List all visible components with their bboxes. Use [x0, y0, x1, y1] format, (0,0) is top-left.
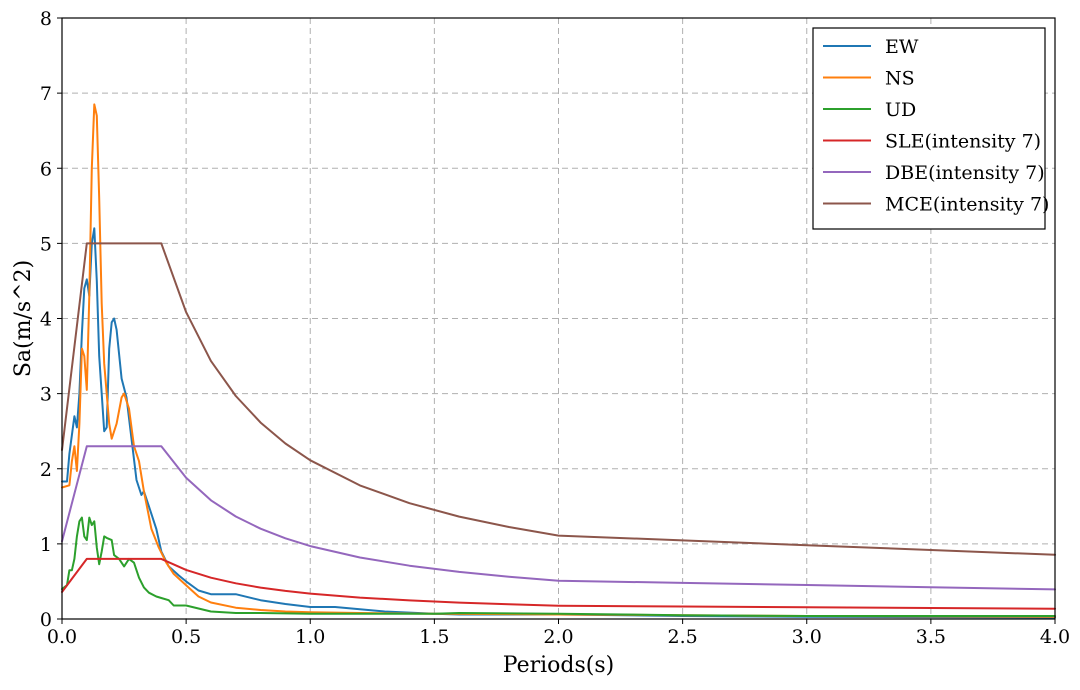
- legend: EW NS UD SLE(intensity 7) DBE(intensity 7) MC…: [812, 27, 1049, 230]
- legend-label: SLE(intensity 7): [885, 131, 1041, 153]
- legend-label: NS: [885, 68, 915, 90]
- series-line-ew: [61, 227, 1056, 619]
- y-tick-label: 7: [40, 83, 52, 105]
- y-axis-ticks: 0 1 2 3 4 5 6 7 8: [40, 8, 62, 631]
- x-tick-label: 4.0: [1040, 626, 1070, 648]
- x-tick-label: 0.5: [171, 626, 201, 648]
- legend-label: DBE(intensity 7): [885, 162, 1045, 184]
- plot-series: [61, 103, 1056, 619]
- legend-box: [812, 27, 1046, 230]
- series-line-mce-intensity-7: [61, 242, 1056, 556]
- y-tick-label: 6: [40, 158, 52, 180]
- series-line-dbe-intensity-7: [61, 445, 1056, 591]
- x-tick-label: 3.5: [916, 626, 946, 648]
- x-axis-ticks: 0.0 0.5 1.0 1.5 2.0 2.5 3.0 3.5 4.0: [47, 619, 1070, 648]
- y-tick-label: 0: [40, 609, 52, 631]
- y-tick-label: 5: [40, 233, 52, 255]
- series-line-sle-intensity-7: [61, 557, 1056, 610]
- y-tick-label: 2: [40, 459, 52, 481]
- x-tick-label: 3.0: [792, 626, 822, 648]
- series-line-ns: [61, 103, 1056, 618]
- y-tick-label: 1: [40, 534, 52, 556]
- legend-label: EW: [885, 36, 919, 58]
- legend-label: MCE(intensity 7): [885, 194, 1049, 216]
- y-tick-label: 3: [40, 384, 52, 406]
- legend-label: UD: [885, 99, 916, 121]
- x-axis-label: Periods(s): [503, 653, 614, 678]
- y-tick-label: 8: [40, 8, 52, 30]
- x-tick-label: 1.0: [295, 626, 325, 648]
- y-axis-label: Sa(m/s^2): [11, 260, 36, 377]
- x-tick-label: 0.0: [47, 626, 77, 648]
- y-tick-label: 4: [40, 309, 52, 331]
- x-tick-label: 2.0: [543, 626, 573, 648]
- grid-lines: [62, 18, 1055, 619]
- x-tick-label: 1.5: [419, 626, 449, 648]
- x-tick-label: 2.5: [668, 626, 698, 648]
